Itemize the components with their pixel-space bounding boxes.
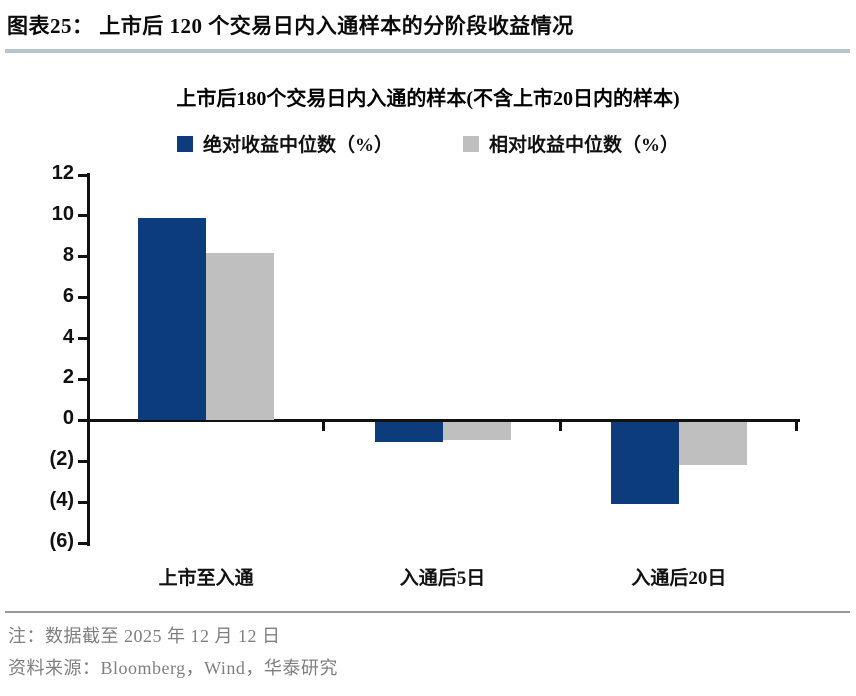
chart-title: 上市后180个交易日内入通的样本(不含上市20日内的样本) — [176, 88, 680, 110]
bar-absolute-series — [374, 421, 443, 443]
y-axis-tick — [78, 377, 87, 381]
legend-item: 绝对收益中位数（%） — [176, 130, 393, 157]
y-axis-label: 0 — [62, 407, 74, 430]
figure-header: 图表25： 上市后 120 个交易日内入通样本的分阶段收益情况 — [5, 6, 850, 53]
chart-area: 12 10 8 6 4 2 0 (2) (4) (6) 上市至入通 入通后5日 入通后20日 — [0, 162, 856, 615]
x-axis-tick — [795, 421, 798, 432]
y-axis-label: 8 — [62, 243, 74, 266]
x-axis-line — [88, 418, 800, 422]
x-axis-category-label: 入通后5日 — [399, 568, 486, 589]
legend-label: 相对收益中位数（%） — [489, 135, 680, 156]
y-axis-tick — [78, 459, 87, 463]
y-axis-label: 12 — [51, 162, 74, 184]
bar-absolute-series — [610, 421, 679, 504]
y-axis-label: (2) — [49, 448, 74, 471]
legend-swatch-icon — [463, 135, 479, 152]
figure-note: 注：数据截至 2025 年 12 月 12 日 — [8, 626, 281, 646]
bar-relative-series — [442, 421, 511, 441]
chart-legend: 绝对收益中位数（%） 相对收益中位数（%） — [0, 130, 856, 157]
legend-label: 绝对收益中位数（%） — [202, 135, 393, 156]
x-axis-tick — [558, 421, 562, 432]
y-axis-label: (6) — [49, 530, 74, 552]
legend-item: 相对收益中位数（%） — [463, 130, 679, 157]
bar-relative-series — [206, 252, 275, 421]
y-axis-label: 6 — [62, 284, 74, 307]
y-axis-tick — [78, 173, 87, 177]
footer-divider — [5, 611, 850, 613]
figure-source: 资料来源：Bloomberg，Wind，华泰研究 — [8, 658, 338, 678]
y-axis-label: (4) — [49, 489, 74, 512]
y-axis-tick — [78, 541, 87, 545]
y-axis-label: 2 — [62, 366, 74, 389]
figure-title: 图表25： 上市后 120 个交易日内入通样本的分阶段收益情况 — [7, 14, 574, 38]
plot-area — [78, 173, 800, 546]
x-axis-category-label: 上市至入通 — [158, 568, 254, 589]
y-axis-label: 10 — [51, 202, 74, 225]
x-axis-tick — [322, 421, 326, 432]
x-axis-category-label: 入通后20日 — [631, 568, 727, 589]
y-axis-tick — [78, 296, 87, 300]
bar-relative-series — [678, 421, 747, 465]
bar-absolute-series — [138, 217, 207, 421]
y-axis-tick — [78, 337, 87, 341]
y-axis-label: 4 — [62, 325, 74, 348]
y-axis-tick — [78, 214, 87, 218]
y-axis-line — [87, 173, 90, 546]
y-axis-tick — [78, 500, 87, 504]
legend-swatch-icon — [176, 135, 193, 152]
y-axis-tick — [78, 255, 87, 259]
y-axis-tick — [78, 418, 87, 422]
